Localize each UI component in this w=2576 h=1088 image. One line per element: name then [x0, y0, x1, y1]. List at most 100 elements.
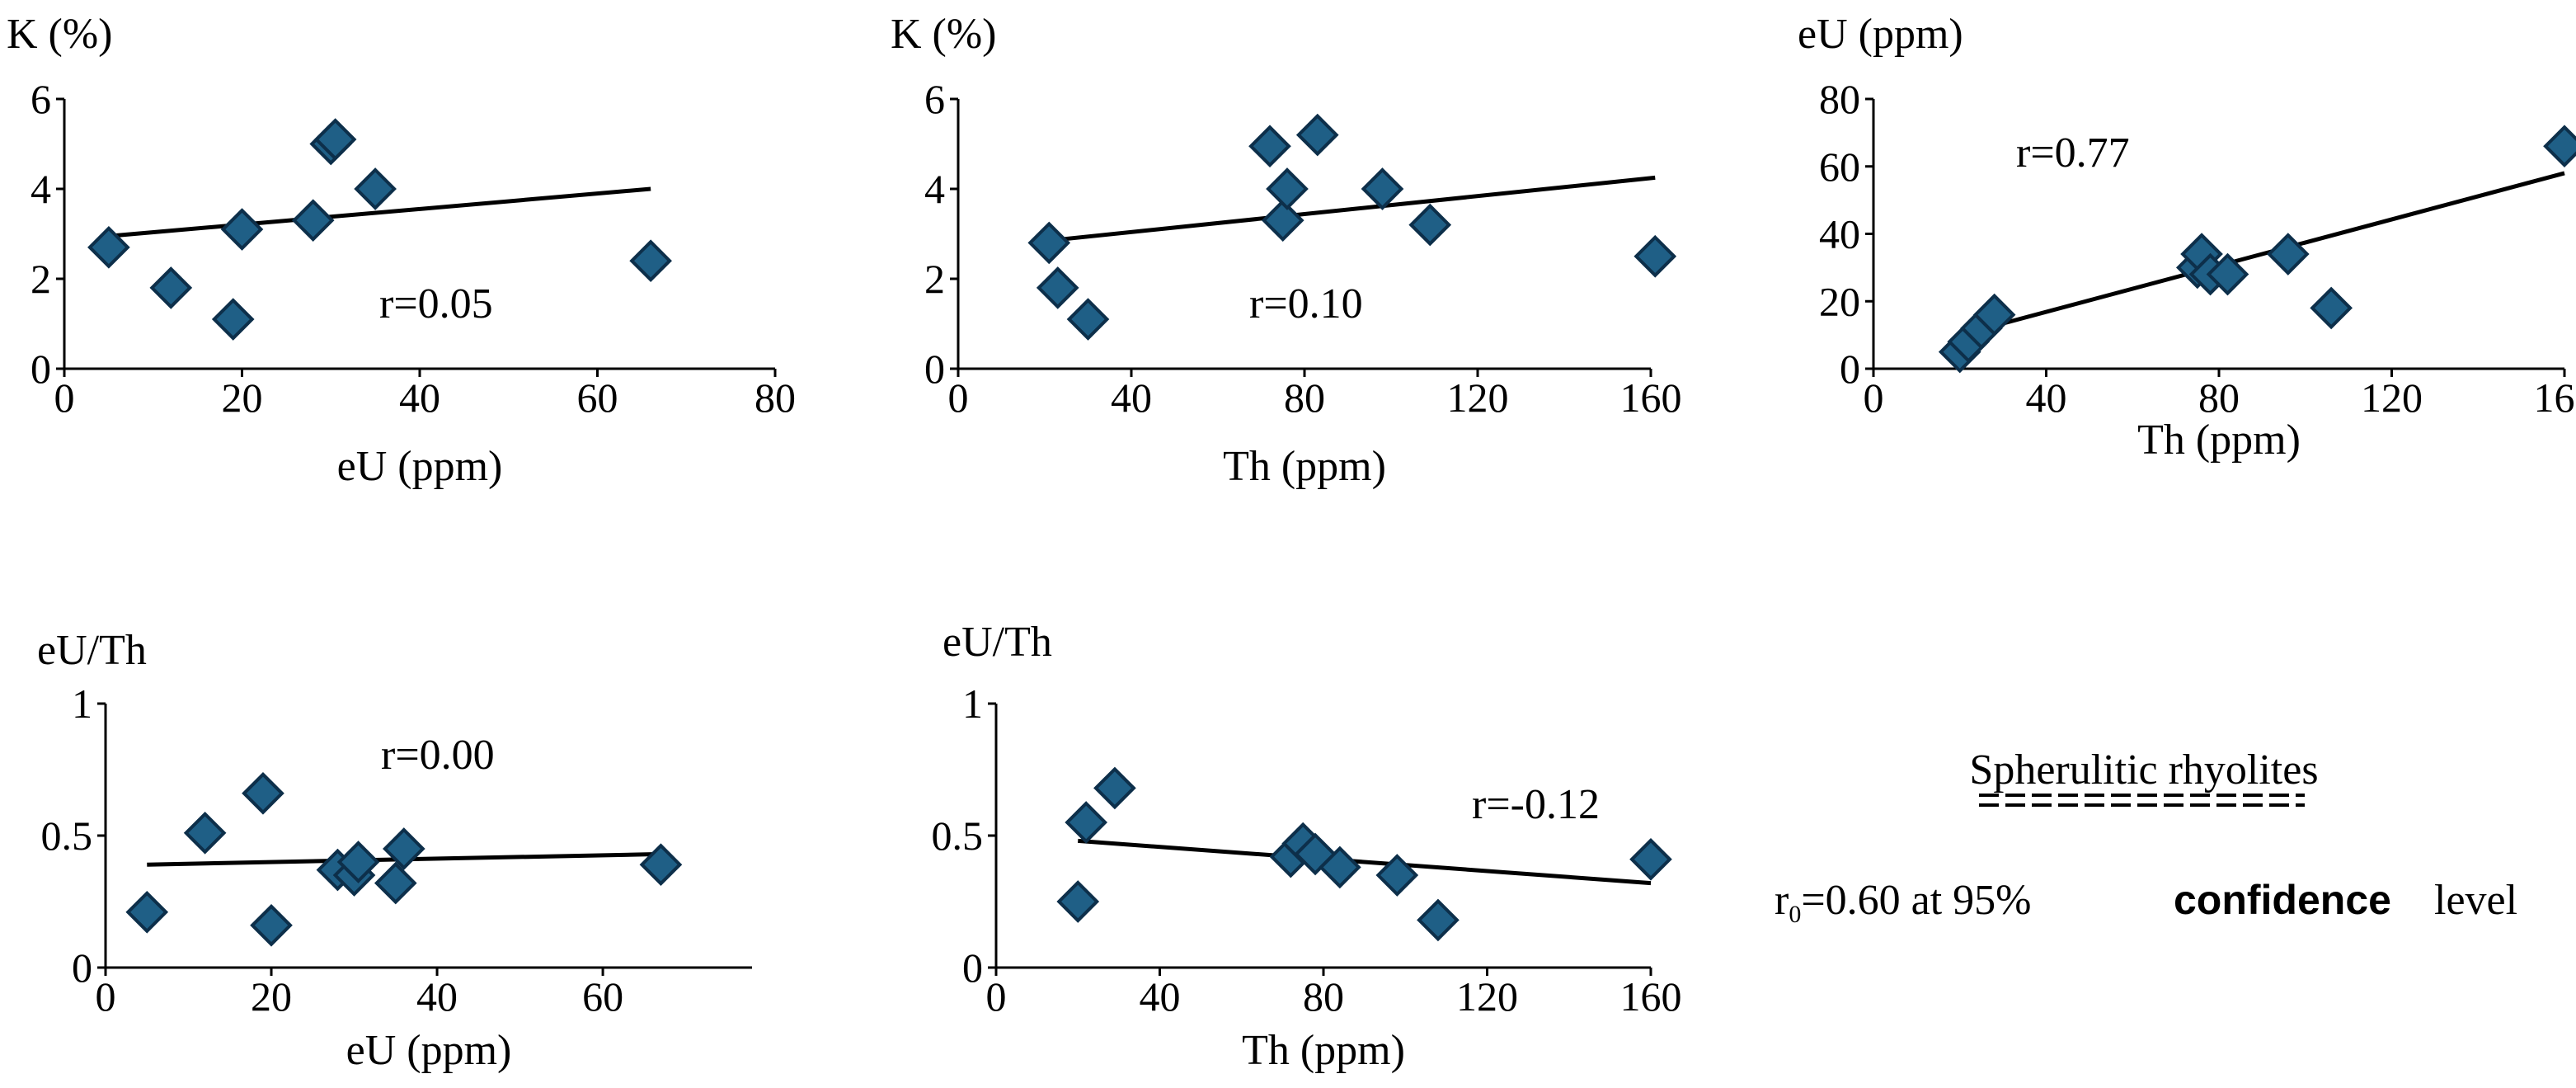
data-point: [374, 861, 417, 905]
x-axis-label: Th (ppm): [1223, 443, 1386, 490]
data-point: [629, 239, 672, 283]
data-point: [1065, 801, 1108, 844]
y-axis-label: K (%): [891, 11, 997, 58]
data-point: [250, 903, 293, 947]
correlation-label: r=0.00: [381, 732, 495, 779]
data-point: [211, 298, 255, 341]
y-axis-label: eU/Th: [942, 619, 1052, 666]
legend-title: Spherulitic rhyolites: [1969, 747, 2318, 794]
confidence-prefix: r: [1775, 877, 1789, 924]
x-tick-label: 20: [222, 374, 263, 421]
data-point: [1036, 266, 1079, 309]
x-tick-label: 40: [2026, 374, 2067, 421]
x-tick-label: 0: [54, 374, 75, 421]
x-tick-label: 0: [1864, 374, 1884, 421]
data-point: [383, 827, 425, 870]
x-tick-label: 80: [1284, 374, 1325, 421]
x-tick-label: 80: [754, 374, 796, 421]
y-tick-label: 6: [924, 76, 945, 122]
x-axis-label: eU (ppm): [337, 443, 503, 490]
data-point: [1417, 898, 1460, 942]
correlation-label: r=0.10: [1249, 280, 1363, 327]
y-tick-label: 1: [962, 681, 983, 727]
confidence-word: confidence: [2174, 877, 2391, 923]
data-point: [313, 118, 357, 161]
x-tick-label: 0: [948, 374, 969, 421]
trend-line: [1048, 175, 1656, 243]
y-tick-label: 0: [924, 346, 945, 392]
scatter-panel-4: 0 20 40 60 0 0.5 1 eU/Th eU (ppm) r=0.00: [37, 627, 752, 1074]
y-tick-label: 4: [31, 166, 51, 212]
data-point: [242, 771, 284, 815]
x-tick-label: 160: [2534, 374, 2576, 421]
data-point: [1261, 199, 1304, 242]
data-point: [2543, 125, 2576, 168]
x-tick-label: 60: [577, 374, 618, 421]
x-axis-label: eU (ppm): [346, 1027, 512, 1074]
data-point: [1093, 766, 1136, 810]
data-point: [183, 811, 227, 855]
y-tick-label: 80: [1819, 76, 1860, 122]
trend-line: [108, 186, 651, 238]
x-tick-label: 40: [399, 374, 440, 421]
data-point: [1361, 167, 1404, 210]
correlation-label: r=0.77: [2016, 130, 2130, 177]
x-tick-label: 120: [1447, 374, 1509, 421]
y-tick-label: 2: [924, 256, 945, 302]
y-tick-label: 0: [1840, 346, 1860, 392]
confidence-subscript: 0: [1789, 901, 1801, 928]
data-point: [1248, 125, 1291, 168]
data-point: [220, 208, 264, 251]
x-tick-label: 40: [416, 973, 458, 1020]
y-tick-label: 40: [1819, 211, 1860, 257]
y-tick-label: 1: [72, 681, 92, 727]
confidence-suffix: level: [2434, 877, 2517, 924]
data-point: [1295, 113, 1339, 157]
data-point: [354, 167, 397, 210]
scatter-panel-1: 0 20 40 60 80 0 2 4 6 K (%) eU (ppm) r=0.05: [7, 11, 796, 490]
data-point: [1634, 234, 1677, 278]
data-point: [1319, 845, 1361, 889]
trend-line: [1078, 838, 1652, 886]
data-point: [336, 841, 380, 883]
x-tick-label: 80: [2198, 374, 2240, 421]
x-tick-label: 20: [251, 973, 292, 1020]
y-tick-label: 0.5: [932, 812, 984, 859]
data-point: [1266, 167, 1309, 210]
data-point: [2206, 252, 2249, 296]
x-tick-label: 120: [1456, 973, 1518, 1020]
confidence-value: =0.60 at 95%: [1801, 877, 2031, 924]
x-tick-label: 0: [986, 973, 1007, 1020]
trend-line: [1959, 171, 2565, 337]
y-axis-label: eU (ppm): [1798, 11, 1963, 58]
data-point: [1375, 854, 1419, 897]
x-tick-label: 160: [1620, 374, 1682, 421]
y-tick-label: 0: [962, 944, 983, 991]
data-point: [125, 890, 169, 934]
correlation-label: r=-0.12: [1472, 781, 1600, 828]
x-tick-label: 80: [1303, 973, 1344, 1020]
data-point: [291, 199, 335, 242]
legend-marker: [1979, 794, 2305, 807]
data-point: [2310, 286, 2353, 330]
scatter-panel-2: 0 40 80 120 160 0 2 4 6 K (%) Th (ppm) r=0.10: [891, 11, 1682, 490]
y-axis-label: K (%): [7, 11, 113, 58]
y-axis-label: eU/Th: [37, 627, 147, 674]
y-tick-label: 0: [72, 944, 92, 991]
data-point: [1408, 203, 1452, 247]
y-tick-label: 0: [31, 346, 51, 392]
scatter-panel-5: 0 40 80 120 160 0 0.5 1 eU/Th Th (ppm) r=-0.12: [932, 619, 1682, 1074]
y-tick-label: 20: [1819, 278, 1860, 324]
y-tick-label: 2: [31, 256, 51, 302]
data-point: [149, 266, 193, 309]
x-tick-label: 40: [1140, 973, 1181, 1020]
data-point: [1629, 837, 1672, 881]
confidence-note: r0=0.60 at 95%: [1775, 877, 2032, 928]
data-point: [1056, 880, 1100, 923]
y-tick-label: 6: [31, 76, 51, 122]
x-axis-label: Th (ppm): [2137, 417, 2301, 464]
correlation-label: r=0.05: [379, 280, 493, 327]
data-point: [1066, 298, 1110, 341]
x-axis-label: Th (ppm): [1242, 1027, 1405, 1074]
